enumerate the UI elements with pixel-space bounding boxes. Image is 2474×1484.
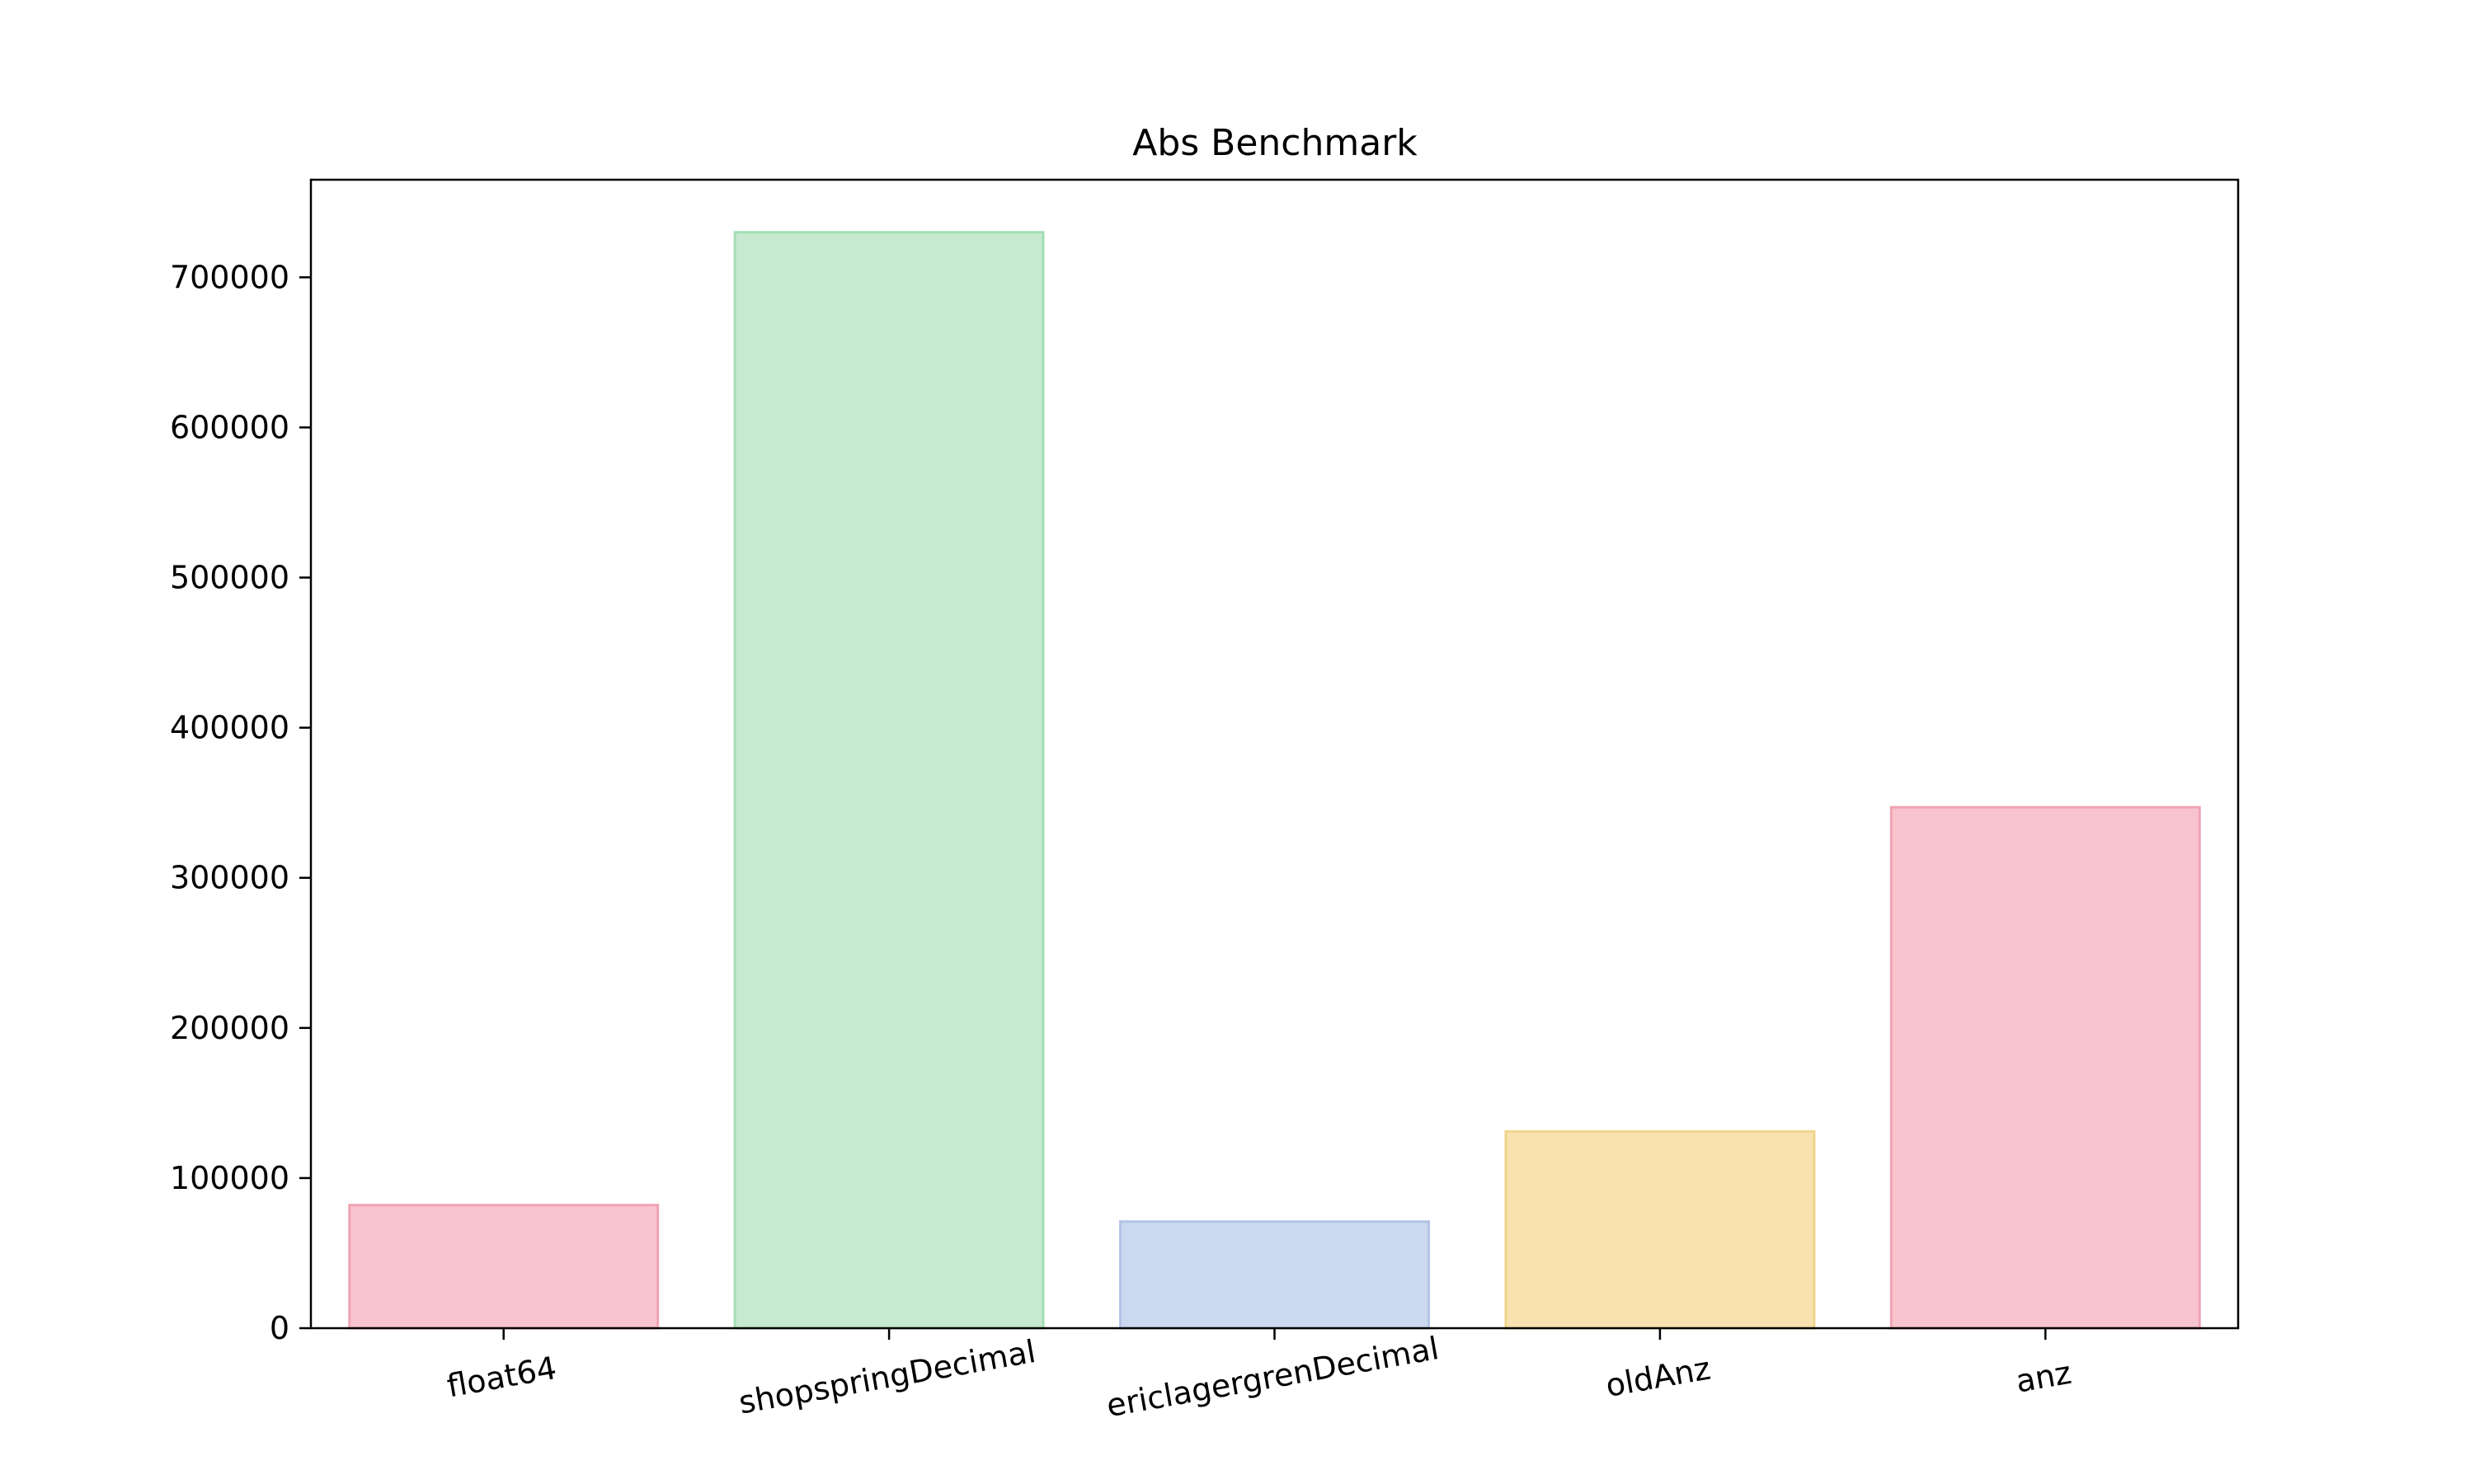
x-tick-label: anz: [2013, 1355, 2074, 1400]
y-tick-label: 300000: [170, 860, 289, 896]
bars-group: [348, 231, 2201, 1330]
x-tick-label: oldAnz: [1603, 1350, 1714, 1404]
plot-frame: [309, 178, 2240, 1330]
y-tick-label: 600000: [170, 409, 289, 445]
y-tick-label: 700000: [170, 259, 289, 295]
y-axis: 0 100000 200000 300000 400000 500000 600000 700…: [170, 259, 311, 1346]
bar-oldAnz: [1504, 1129, 1816, 1330]
y-tick-label: 100000: [170, 1160, 289, 1196]
y-tick-label: 500000: [170, 560, 289, 596]
x-tick-label: shopspringDecimal: [736, 1333, 1039, 1421]
bar-ericlagergrenDecimal: [1119, 1220, 1430, 1330]
y-tick-label: 400000: [170, 710, 289, 746]
y-tick-label: 200000: [170, 1010, 289, 1046]
y-tick-label: 0: [270, 1310, 289, 1346]
bar-float64: [348, 1204, 660, 1330]
x-tick-label: ericlagergrenDecimal: [1103, 1330, 1442, 1424]
bar-shopspringDecimal: [733, 231, 1045, 1330]
x-tick-label: float64: [444, 1350, 559, 1405]
bar-anz: [1889, 805, 2201, 1330]
chart-title: Abs Benchmark: [1132, 122, 1418, 164]
x-axis: float64 shopspringDecimal ericlagergrenDec…: [444, 1328, 2074, 1424]
